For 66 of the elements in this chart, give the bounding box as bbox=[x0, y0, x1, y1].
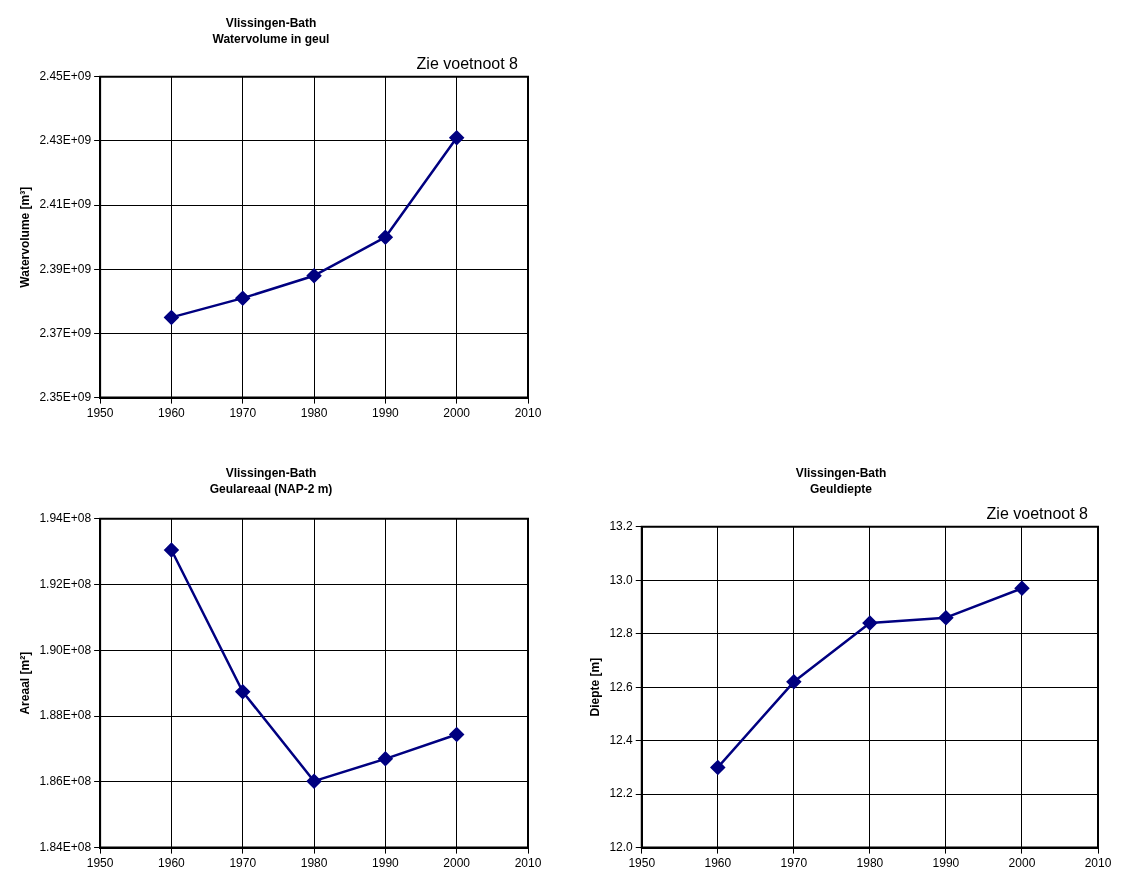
y-tick-label: 13.2 bbox=[609, 519, 634, 534]
y-axis-title: Areaal [m²] bbox=[17, 651, 32, 715]
x-tick-label: 1990 bbox=[372, 856, 400, 871]
y-tick-label: 2.41E+09 bbox=[39, 197, 92, 212]
point bbox=[378, 751, 393, 767]
x-tick-label: 2010 bbox=[514, 856, 542, 871]
point bbox=[862, 615, 878, 631]
x-tick-label: 1950 bbox=[86, 406, 114, 421]
y-tick-label: 2.35E+09 bbox=[39, 389, 92, 404]
y-tick-label: 12.8 bbox=[609, 626, 634, 641]
x-tick-label: 1990 bbox=[932, 856, 960, 871]
point bbox=[306, 268, 322, 283]
chart-subtitle: Geuldiepte bbox=[809, 481, 873, 496]
y-tick-label: 2.37E+09 bbox=[39, 325, 92, 340]
y-tick-label: 2.43E+09 bbox=[39, 133, 92, 148]
point bbox=[938, 610, 954, 625]
point bbox=[164, 542, 179, 558]
x-tick-label: 1990 bbox=[372, 406, 400, 421]
x-tick-label: 2000 bbox=[443, 406, 471, 421]
point bbox=[449, 130, 464, 145]
x-tick-label: 1950 bbox=[628, 856, 656, 871]
y-tick-label: 1.90E+08 bbox=[39, 642, 92, 657]
x-tick-label: 1960 bbox=[704, 856, 732, 871]
chart-subtitle: Watervolume in geul bbox=[212, 31, 330, 46]
y-tick-label: 12.0 bbox=[609, 839, 634, 854]
y-tick-label: 12.2 bbox=[609, 786, 634, 801]
x-tick-label: 1960 bbox=[158, 856, 186, 871]
point bbox=[235, 290, 250, 306]
chart-title: Vlissingen-Bath bbox=[795, 465, 887, 480]
y-tick-label: 13.0 bbox=[609, 572, 634, 587]
y-tick-label: 1.88E+08 bbox=[39, 708, 92, 723]
point bbox=[235, 684, 250, 699]
y-tick-label: 1.86E+08 bbox=[39, 774, 92, 789]
y-tick-label: 1.84E+08 bbox=[39, 839, 92, 854]
point bbox=[1014, 581, 1030, 596]
y-tick-label: 1.92E+08 bbox=[39, 576, 92, 591]
point bbox=[710, 760, 726, 775]
y-tick-label: 2.45E+09 bbox=[39, 69, 92, 84]
x-tick-label: 1970 bbox=[780, 856, 808, 871]
y-tick-label: 12.4 bbox=[609, 732, 634, 747]
x-tick-label: 1970 bbox=[229, 406, 257, 421]
x-tick-label: 2000 bbox=[443, 856, 471, 871]
x-tick-label: 2010 bbox=[514, 406, 542, 421]
chart-subtitle: Geulareaal (NAP-2 m) bbox=[209, 481, 333, 496]
y-axis-title: Watervolume [m³] bbox=[17, 186, 32, 288]
y-tick-label: 1.94E+08 bbox=[39, 511, 92, 526]
x-tick-label: 2000 bbox=[1008, 856, 1036, 871]
y-tick-label: 2.39E+09 bbox=[39, 261, 92, 276]
x-tick-label: 1980 bbox=[300, 406, 328, 421]
text: Zie voetnoot 8 bbox=[986, 505, 1089, 523]
point bbox=[306, 773, 322, 789]
x-tick-label: 1970 bbox=[229, 856, 257, 871]
y-axis-title: Diepte [m] bbox=[587, 657, 602, 717]
x-tick-label: 1960 bbox=[158, 406, 186, 421]
point bbox=[786, 674, 802, 690]
chart-title: Vlissingen-Bath bbox=[225, 465, 317, 480]
chart-title: Vlissingen-Bath bbox=[225, 15, 317, 30]
x-tick-label: 2010 bbox=[1084, 856, 1112, 871]
text: Zie voetnoot 8 bbox=[416, 55, 519, 73]
y-tick-label: 12.6 bbox=[609, 679, 634, 694]
point bbox=[164, 310, 179, 325]
x-tick-label: 1980 bbox=[300, 856, 328, 871]
x-tick-label: 1980 bbox=[856, 856, 884, 871]
point bbox=[378, 229, 393, 245]
point bbox=[449, 727, 464, 742]
x-tick-label: 1950 bbox=[86, 856, 114, 871]
